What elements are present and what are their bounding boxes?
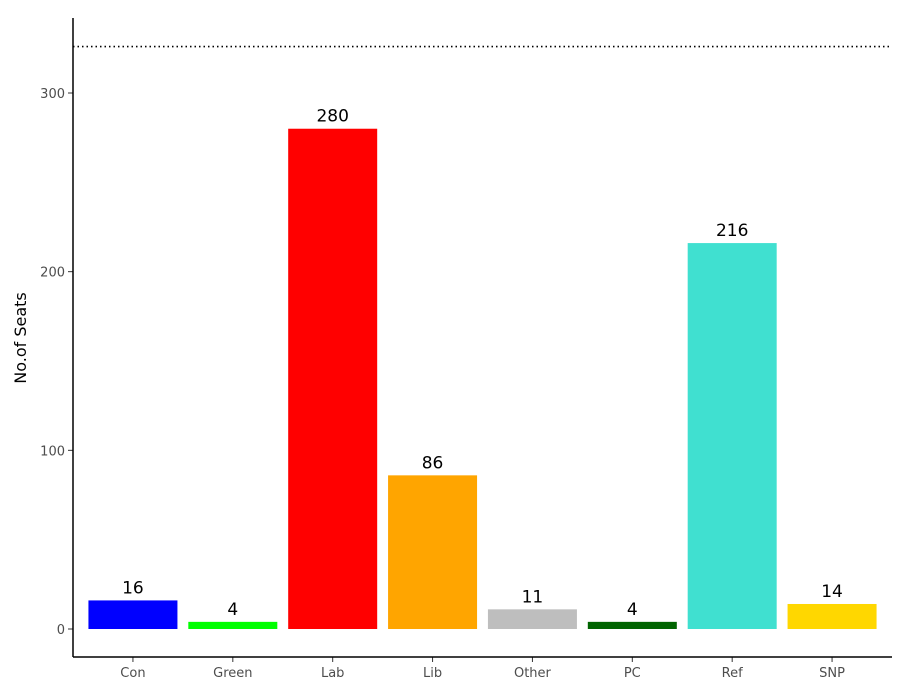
bar-pc — [587, 621, 677, 629]
data-label-snp: 14 — [821, 582, 843, 602]
x-tick-label-snp: SNP — [819, 666, 845, 681]
data-label-con: 16 — [122, 578, 144, 598]
bar-other — [487, 609, 577, 629]
y-tick-label: 300 — [40, 87, 65, 102]
y-axis-ticks: 0 100 200 300 — [40, 87, 73, 638]
bar-snp — [787, 603, 877, 629]
bar-ref — [687, 243, 777, 629]
data-label-lab: 280 — [316, 107, 348, 127]
x-tick-label-pc: PC — [624, 666, 641, 681]
data-label-lib: 86 — [422, 453, 444, 473]
data-labels-group: 16 4 280 86 11 4 216 14 — [122, 107, 843, 620]
y-tick-label: 200 — [40, 266, 65, 281]
data-label-ref: 216 — [716, 221, 748, 241]
bar-lib — [388, 475, 478, 629]
bar-con — [88, 600, 178, 629]
bar-green — [188, 621, 278, 629]
x-tick-label-lab: Lab — [321, 666, 344, 681]
y-axis-title: No.of Seats — [11, 292, 30, 383]
x-tick-label-green: Green — [213, 666, 252, 681]
x-tick-label-ref: Ref — [722, 666, 743, 681]
x-tick-label-lib: Lib — [423, 666, 442, 681]
bar-lab — [288, 128, 378, 629]
y-tick-label: 100 — [40, 444, 65, 459]
x-axis-ticks: Con Green Lab Lib Other PC Ref SNP — [120, 657, 845, 681]
data-label-green: 4 — [227, 600, 238, 620]
x-tick-label-con: Con — [120, 666, 145, 681]
data-label-pc: 4 — [627, 600, 638, 620]
y-tick-label: 0 — [57, 623, 65, 638]
x-tick-label-other: Other — [514, 666, 552, 681]
data-label-other: 11 — [522, 587, 544, 607]
bars-group — [88, 128, 877, 629]
